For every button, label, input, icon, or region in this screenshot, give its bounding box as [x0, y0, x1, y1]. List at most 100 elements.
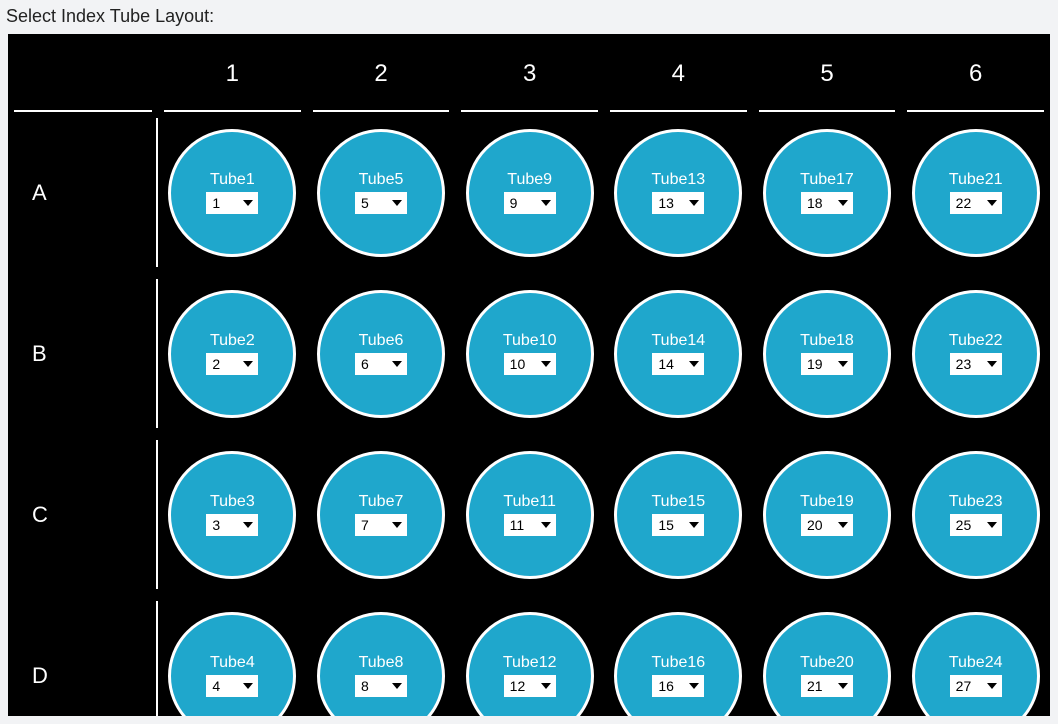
row-header-d: D [8, 595, 158, 716]
tube-d1: Tube4 4 [168, 612, 296, 717]
tube-cell-d2: Tube8 8 [307, 595, 456, 716]
tube-label: Tube7 [359, 494, 404, 510]
tube-label: Tube3 [210, 494, 255, 510]
tube-d3: Tube12 12 [466, 612, 594, 717]
tube-cell-d4: Tube16 16 [604, 595, 753, 716]
tube-index-select[interactable]: 9 [504, 192, 556, 214]
row-header-label: C [8, 502, 48, 528]
tube-cell-d3: Tube12 12 [455, 595, 604, 716]
window: Select Index Tube Layout: 1 2 3 4 5 6 [0, 0, 1058, 724]
tube-cell-c6: Tube23 25 [901, 434, 1050, 595]
tube-d2: Tube8 8 [317, 612, 445, 717]
tube-index-select[interactable]: 2 [206, 353, 258, 375]
tube-label: Tube24 [949, 655, 1003, 671]
tube-layout-panel: 1 2 3 4 5 6 A Tube1 [8, 34, 1050, 716]
tube-b3: Tube10 10 [466, 290, 594, 418]
col-header-label: 4 [604, 60, 753, 88]
tube-c3: Tube11 11 [466, 451, 594, 579]
tube-label: Tube16 [651, 655, 705, 671]
tube-c4: Tube15 15 [614, 451, 742, 579]
tube-index-select[interactable]: 25 [950, 514, 1002, 536]
tube-b6: Tube22 23 [912, 290, 1040, 418]
tube-label: Tube14 [651, 333, 705, 349]
tube-index-select[interactable]: 5 [355, 192, 407, 214]
tube-cell-a4: Tube13 13 [604, 112, 753, 273]
tube-index-select[interactable]: 13 [652, 192, 704, 214]
tube-b1: Tube2 2 [168, 290, 296, 418]
tube-index-select[interactable]: 16 [652, 675, 704, 697]
tube-d5: Tube20 21 [763, 612, 891, 717]
tube-index-select[interactable]: 8 [355, 675, 407, 697]
tube-cell-d1: Tube4 4 [158, 595, 307, 716]
tube-cell-a2: Tube5 5 [307, 112, 456, 273]
tube-b2: Tube6 6 [317, 290, 445, 418]
row-header-c: C [8, 434, 158, 595]
tube-a5: Tube17 18 [763, 129, 891, 257]
col-header-2: 2 [307, 34, 456, 112]
col-header-6: 6 [901, 34, 1050, 112]
tube-a6: Tube21 22 [912, 129, 1040, 257]
row-header-label: D [8, 663, 48, 689]
row-header-b: B [8, 273, 158, 434]
tube-cell-b4: Tube14 14 [604, 273, 753, 434]
tube-label: Tube15 [651, 494, 705, 510]
tube-cell-a1: Tube1 1 [158, 112, 307, 273]
tube-a3: Tube9 9 [466, 129, 594, 257]
tube-cell-c4: Tube15 15 [604, 434, 753, 595]
tube-a4: Tube13 13 [614, 129, 742, 257]
tube-b5: Tube18 19 [763, 290, 891, 418]
tube-label: Tube2 [210, 333, 255, 349]
tube-cell-c1: Tube3 3 [158, 434, 307, 595]
tube-label: Tube4 [210, 655, 255, 671]
tube-index-select[interactable]: 15 [652, 514, 704, 536]
tube-label: Tube9 [507, 172, 552, 188]
tube-index-select[interactable]: 27 [950, 675, 1002, 697]
tube-label: Tube18 [800, 333, 854, 349]
tube-label: Tube23 [949, 494, 1003, 510]
tube-label: Tube21 [949, 172, 1003, 188]
tube-label: Tube8 [359, 655, 404, 671]
tube-cell-b5: Tube18 19 [753, 273, 902, 434]
grid-corner [14, 34, 152, 112]
tube-index-select[interactable]: 19 [801, 353, 853, 375]
tube-index-select[interactable]: 12 [504, 675, 556, 697]
tube-label: Tube10 [503, 333, 557, 349]
tube-index-select[interactable]: 23 [950, 353, 1002, 375]
tube-a1: Tube1 1 [168, 129, 296, 257]
row-header-label: B [8, 341, 47, 367]
tube-index-select[interactable]: 10 [504, 353, 556, 375]
col-header-label: 3 [455, 60, 604, 88]
tube-label: Tube6 [359, 333, 404, 349]
tube-label: Tube17 [800, 172, 854, 188]
tube-index-select[interactable]: 14 [652, 353, 704, 375]
tube-index-select[interactable]: 6 [355, 353, 407, 375]
tube-label: Tube13 [651, 172, 705, 188]
tube-index-select[interactable]: 11 [504, 514, 556, 536]
tube-label: Tube19 [800, 494, 854, 510]
col-header-1: 1 [158, 34, 307, 112]
row-header-a: A [8, 112, 158, 273]
tube-c6: Tube23 25 [912, 451, 1040, 579]
tube-grid: 1 2 3 4 5 6 A Tube1 [8, 34, 1050, 716]
tube-index-select[interactable]: 18 [801, 192, 853, 214]
tube-c2: Tube7 7 [317, 451, 445, 579]
tube-index-select[interactable]: 22 [950, 192, 1002, 214]
row-header-label: A [8, 180, 47, 206]
tube-index-select[interactable]: 21 [801, 675, 853, 697]
tube-index-select[interactable]: 7 [355, 514, 407, 536]
col-header-label: 5 [753, 60, 902, 88]
tube-cell-b2: Tube6 6 [307, 273, 456, 434]
tube-index-select[interactable]: 20 [801, 514, 853, 536]
tube-label: Tube22 [949, 333, 1003, 349]
tube-cell-a6: Tube21 22 [901, 112, 1050, 273]
tube-cell-d5: Tube20 21 [753, 595, 902, 716]
tube-cell-d6: Tube24 27 [901, 595, 1050, 716]
col-header-3: 3 [455, 34, 604, 112]
tube-index-select[interactable]: 3 [206, 514, 258, 536]
tube-label: Tube12 [503, 655, 557, 671]
tube-cell-b1: Tube2 2 [158, 273, 307, 434]
panel-title: Select Index Tube Layout: [0, 0, 1058, 31]
tube-index-select[interactable]: 4 [206, 675, 258, 697]
tube-b4: Tube14 14 [614, 290, 742, 418]
tube-index-select[interactable]: 1 [206, 192, 258, 214]
